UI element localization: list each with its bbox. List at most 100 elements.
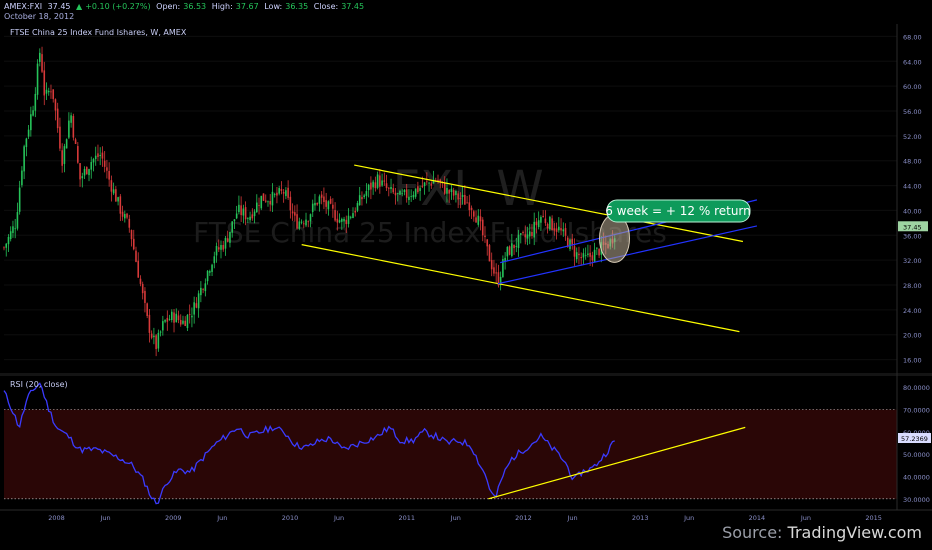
candle-body [81, 176, 84, 179]
candle-body [459, 197, 462, 199]
candle-body [16, 212, 19, 229]
candle-body [524, 234, 527, 238]
candle-body [74, 139, 77, 145]
candle-body [119, 196, 122, 214]
up-arrow-icon: ▲ [76, 2, 83, 11]
candle-body [428, 182, 430, 184]
candle-body [473, 211, 475, 217]
candle-body [188, 314, 191, 315]
price-axis-tick: 28.00 [903, 282, 922, 290]
candle-body [191, 315, 193, 318]
time-axis-tick: Jun [450, 514, 461, 522]
open-label: Open: [156, 2, 181, 11]
candle-body [88, 169, 90, 176]
candle-body [276, 192, 278, 196]
candle-body [347, 215, 350, 224]
candle-body [280, 189, 283, 191]
candle-body [184, 320, 187, 327]
candle-body [70, 115, 72, 123]
candle-body [54, 99, 57, 111]
candle-body [247, 218, 249, 219]
price-axis-tick: 16.00 [903, 357, 922, 365]
candle-body [25, 138, 28, 148]
candle-body [327, 201, 330, 210]
candle-body [551, 218, 553, 231]
candle-body [526, 234, 529, 239]
candle-body [296, 214, 298, 229]
time-axis-tick: Jun [683, 514, 694, 522]
candle-body [9, 231, 12, 240]
candle-body [43, 70, 46, 96]
rsi-pane: 80.0000 70.0000 60.0000 50.0000 40.0000 30.00… [3, 382, 931, 505]
candle-body [394, 192, 397, 196]
price-axis-tick: 52.00 [903, 133, 922, 141]
candle-body [83, 168, 86, 176]
candle-body [381, 180, 383, 186]
candle-body [179, 319, 182, 325]
candle-body [3, 247, 5, 249]
time-axis-tick: Jun [566, 514, 577, 522]
candle-body [231, 221, 233, 233]
candle-body [240, 205, 242, 216]
candle-body [56, 108, 59, 129]
candle-body [446, 187, 448, 194]
candle-body [38, 52, 41, 62]
candle-body [495, 272, 497, 274]
candle-body [511, 243, 513, 257]
candle-body [47, 90, 50, 93]
candle-body [302, 223, 305, 225]
symbol-header: AMEX:FXI 37.45 ▲ +0.10 (+0.27%) Open: 36.5… [4, 2, 367, 11]
candle-body [251, 214, 254, 219]
candle-body [488, 245, 491, 262]
candle-body [307, 221, 310, 223]
candle-body [419, 188, 421, 191]
candle-body [242, 208, 245, 216]
candle-body [311, 203, 314, 212]
candle-body [213, 256, 216, 264]
candle-body [106, 167, 108, 171]
price-grid [4, 35, 897, 361]
candle-body [21, 170, 23, 186]
candle-body [336, 218, 339, 223]
candle-body [278, 188, 280, 194]
candle-body [34, 93, 37, 111]
time-axis-tick: 2013 [632, 514, 649, 522]
candle-body [298, 221, 301, 229]
candle-body [432, 180, 435, 184]
candle-body [253, 211, 256, 217]
candle-body [457, 193, 459, 200]
candle-body [361, 197, 363, 200]
annotation-text: 6 week = + 12 % return [605, 204, 751, 218]
candle-body [367, 184, 370, 191]
candle-body [309, 214, 312, 222]
source-brand: TradingView.com [787, 523, 922, 542]
candle-body [383, 180, 386, 182]
candle-body [264, 200, 267, 202]
candle-body [320, 194, 323, 198]
candle-body [117, 197, 119, 202]
candle-body [135, 250, 137, 262]
candle-body [238, 204, 240, 213]
candle-body [285, 190, 287, 197]
candle-body [18, 187, 21, 212]
candle-body [455, 191, 457, 196]
candle-body [334, 210, 336, 221]
time-axis-tick: 2011 [398, 514, 415, 522]
candle-body [399, 191, 401, 195]
candle-body [159, 331, 162, 333]
candle-body [63, 146, 66, 164]
candle-body [249, 216, 251, 221]
symbol-ticker: AMEX:FXI [4, 2, 43, 11]
candle-body [262, 193, 265, 201]
candle-body [289, 196, 292, 211]
candle-body [580, 257, 582, 259]
source-credit: Source: TradingView.com [722, 523, 922, 542]
candle-body [177, 315, 180, 321]
candle-body [233, 219, 236, 222]
candle-body [439, 179, 442, 183]
candle-body [157, 332, 160, 349]
candle-body [408, 196, 410, 201]
candle-body [593, 249, 596, 262]
candle-body [52, 89, 55, 99]
candle-body [155, 335, 157, 350]
